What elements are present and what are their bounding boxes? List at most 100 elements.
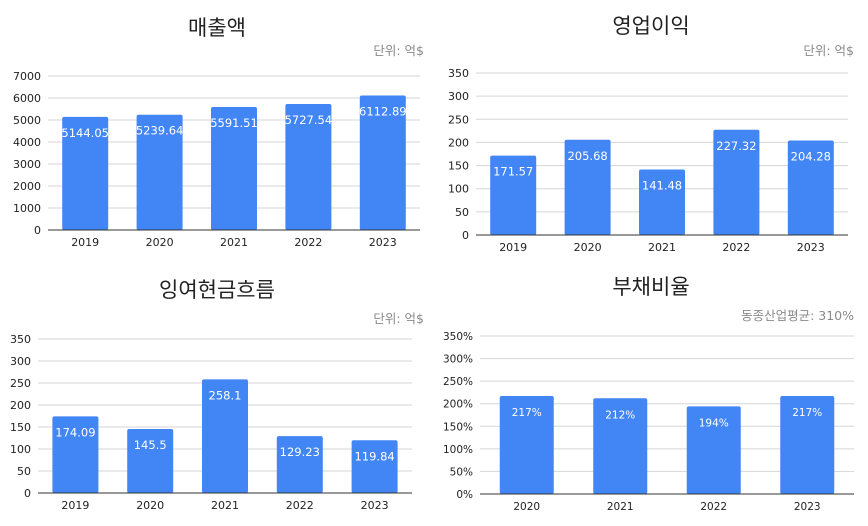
x-tick-label: 2022 — [700, 501, 727, 513]
y-tick-label: 1000 — [13, 202, 41, 215]
y-tick-label: 350% — [443, 331, 473, 343]
free-cash-flow-chart-panel: 잉여현금흐름 단위: 억$ 0 50 100 150 200 250 300 350 174.0… — [0, 263, 434, 526]
bar — [359, 95, 406, 230]
bar — [490, 155, 537, 235]
y-tick-label: 2000 — [13, 180, 41, 193]
bar-value-label: 217% — [512, 407, 542, 419]
y-tick-label: 300 — [10, 355, 31, 368]
revenue-chart-panel: 매출액 단위: 억$ 0 1000 2000 3000 4000 5000 6000 7000… — [0, 0, 434, 263]
x-tick-label: 2023 — [794, 501, 821, 513]
x-tick-label: 2020 — [146, 236, 174, 249]
bar — [202, 379, 248, 493]
operating-profit-chart-svg: 0 50 100 150 200 250 300 350 171.57 2019 205.68 202… — [448, 67, 848, 254]
bar — [52, 416, 99, 493]
x-tick-label: 2022 — [286, 499, 314, 512]
bar — [780, 396, 835, 494]
bar-value-label: 217% — [792, 407, 822, 419]
x-tick-label: 2021 — [648, 241, 676, 254]
bar — [564, 139, 611, 235]
y-tick-label: 50 — [455, 206, 469, 219]
y-tick-label: 7000 — [13, 70, 41, 83]
x-tick-label: 2021 — [211, 499, 239, 512]
revenue-chart-title: 매출액 — [188, 16, 246, 40]
y-tick-label: 200 — [10, 399, 31, 412]
bar-value-label: 129.23 — [280, 445, 320, 459]
y-tick-label: 350 — [448, 67, 469, 80]
bar-value-label: 141.48 — [642, 179, 682, 193]
bar — [351, 440, 398, 493]
x-tick-label: 2019 — [71, 236, 99, 249]
y-tick-label: 150% — [443, 421, 473, 433]
y-tick-label: 6000 — [13, 92, 41, 105]
bar-value-label: 205.68 — [567, 149, 607, 163]
bar-value-label: 204.28 — [791, 149, 831, 163]
revenue-chart-svg: 0 1000 2000 3000 4000 5000 6000 7000 5144.05 2019… — [13, 70, 420, 249]
y-tick-label: 0 — [462, 229, 469, 242]
y-tick-label: 5000 — [13, 114, 41, 127]
y-tick-label: 0% — [456, 489, 473, 501]
y-tick-label: 200 — [448, 136, 469, 149]
x-tick-label: 2021 — [607, 501, 634, 513]
x-tick-label: 2023 — [369, 236, 397, 249]
bar-value-label: 5727.54 — [285, 113, 333, 127]
bar — [136, 114, 183, 230]
y-tick-label: 50% — [450, 466, 473, 478]
x-tick-label: 2019 — [61, 499, 89, 512]
bar-value-label: 6112.89 — [359, 105, 407, 119]
bar-value-label: 145.5 — [134, 438, 167, 452]
x-tick-label: 2022 — [722, 241, 750, 254]
debt-ratio-chart-panel: 부채비율 동종산업평균: 310% 0% 50% 100% 150% 200% 250% 3… — [434, 263, 868, 526]
operating-profit-chart-panel: 영업이익 단위: 억$ 0 50 100 150 200 250 300 350 171.57 2… — [434, 0, 868, 263]
y-tick-label: 200% — [443, 399, 473, 411]
bar — [62, 116, 109, 230]
y-tick-label: 150 — [10, 421, 31, 434]
bar-value-label: 212% — [605, 409, 635, 421]
x-tick-label: 2023 — [361, 499, 389, 512]
y-tick-label: 100 — [10, 443, 31, 456]
operating-profit-unit-label: 단위: 억$ — [803, 43, 854, 58]
free-cash-flow-chart-svg: 0 50 100 150 200 250 300 350 174.09 2019 145.5 2020… — [10, 333, 412, 512]
bar-value-label: 171.57 — [493, 165, 533, 179]
operating-profit-chart-title: 영업이익 — [612, 14, 690, 38]
bar-value-label: 174.09 — [55, 425, 95, 439]
y-tick-label: 100% — [443, 444, 473, 456]
x-tick-label: 2021 — [220, 236, 248, 249]
x-tick-label: 2020 — [513, 501, 540, 513]
x-tick-label: 2019 — [499, 241, 527, 254]
bar — [593, 398, 648, 494]
y-tick-label: 0 — [24, 487, 31, 500]
free-cash-flow-unit-label: 단위: 억$ — [373, 311, 424, 326]
debt-ratio-chart-svg: 0% 50% 100% 150% 200% 250% 300% 350% 217% 2020 212… — [443, 331, 854, 513]
bar — [127, 428, 174, 493]
y-tick-label: 100 — [448, 183, 469, 196]
revenue-unit-label: 단위: 억$ — [373, 43, 424, 58]
bar-value-label: 119.84 — [354, 449, 394, 463]
free-cash-flow-chart-title: 잉여현금흐름 — [159, 278, 275, 302]
y-tick-label: 150 — [448, 160, 469, 173]
bar-value-label: 227.32 — [716, 139, 756, 153]
debt-ratio-industry-average-label: 동종산업평균: 310% — [741, 308, 854, 323]
x-tick-label: 2020 — [574, 241, 602, 254]
bar-value-label: 258.1 — [209, 388, 242, 402]
bar-value-label: 5144.05 — [61, 126, 109, 140]
y-tick-label: 250 — [10, 377, 31, 390]
y-tick-label: 250 — [448, 113, 469, 126]
y-tick-label: 50 — [17, 465, 31, 478]
debt-ratio-chart-title: 부채비율 — [612, 275, 690, 299]
bar — [787, 140, 834, 235]
y-tick-label: 300% — [443, 354, 473, 366]
bar — [276, 436, 323, 493]
y-tick-label: 4000 — [13, 136, 41, 149]
bar — [686, 406, 741, 494]
bar — [285, 103, 332, 230]
x-tick-label: 2022 — [294, 236, 322, 249]
x-tick-label: 2023 — [797, 241, 825, 254]
y-tick-label: 300 — [448, 90, 469, 103]
bar-value-label: 194% — [699, 417, 729, 429]
y-tick-label: 3000 — [13, 158, 41, 171]
y-tick-label: 0 — [34, 224, 41, 237]
bar — [211, 106, 257, 230]
bar — [639, 169, 685, 235]
bar-value-label: 5239.64 — [136, 124, 184, 138]
bar — [713, 129, 760, 235]
